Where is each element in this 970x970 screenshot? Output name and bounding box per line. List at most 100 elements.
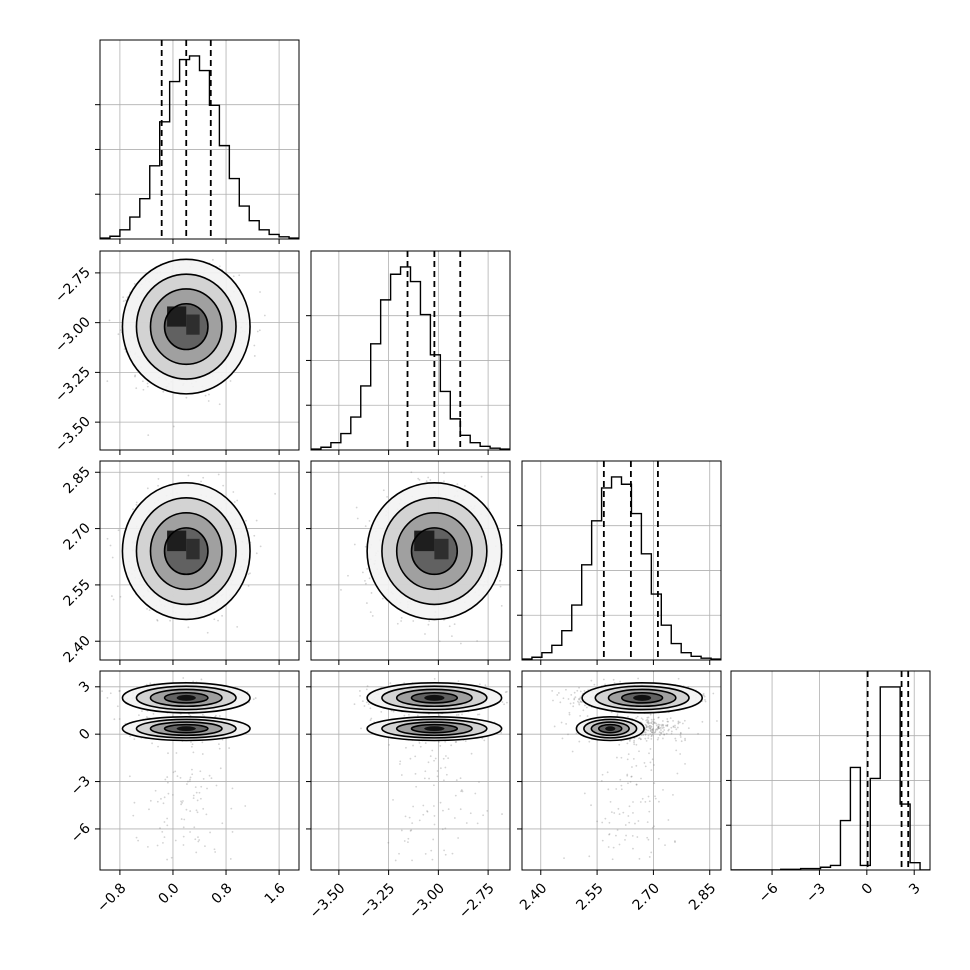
contour-1.5-sigma <box>583 718 638 739</box>
x-tick-label: −2.75 <box>456 880 498 922</box>
contour-1-sigma <box>395 512 473 591</box>
x-tick-label: 2.55 <box>573 880 606 913</box>
contour-1.5-sigma <box>381 685 488 711</box>
panel-frame <box>521 460 722 661</box>
x-tick-label: 0.8 <box>209 880 236 907</box>
panel-3-0: −0.8 0.0 0.8 1.6 −6 −3 0 3 <box>68 670 300 916</box>
y-tick-label: −3 <box>68 773 94 799</box>
contour-0.5-sigma <box>163 691 209 704</box>
x-tick-label: 2.85 <box>686 880 719 913</box>
panel-frame <box>99 250 300 451</box>
density-peak <box>633 694 652 701</box>
panel-frame <box>99 39 300 240</box>
y-tick-label: −3.50 <box>52 414 94 456</box>
contour-0.5-sigma <box>410 723 459 734</box>
y-tick-label: 2.40 <box>60 633 93 666</box>
panel-frame <box>521 670 722 871</box>
contour-1.5-sigma <box>381 497 488 606</box>
y-tick-label: 0 <box>76 726 94 744</box>
panel-frame <box>730 670 931 871</box>
panel-frame <box>310 670 511 871</box>
x-tick-label: −3.25 <box>357 880 399 922</box>
histogram-1 <box>311 266 510 450</box>
panel-0-0 <box>95 39 300 244</box>
x-tick-label: 0.0 <box>156 880 183 907</box>
contour-2-sigma <box>366 481 503 621</box>
contour-1.5-sigma <box>381 718 488 739</box>
histogram-0 <box>100 55 299 239</box>
contour-1.5-sigma <box>135 273 237 380</box>
contour-2-sigma <box>366 682 503 714</box>
grid <box>100 40 299 239</box>
y-tick-label: 2.70 <box>60 520 93 553</box>
contour-1-sigma <box>149 721 223 737</box>
density-peak <box>176 694 196 701</box>
contour-1-sigma <box>395 721 473 737</box>
panel-2-1 <box>306 460 511 665</box>
contour-1-sigma <box>149 688 223 708</box>
contour-1.5-sigma <box>594 685 690 711</box>
contour-0.5-sigma <box>620 691 664 704</box>
density-peak <box>167 530 187 552</box>
density-peak <box>167 306 187 327</box>
contour-2-sigma <box>121 258 251 395</box>
contour-1-sigma <box>395 688 473 708</box>
y-tick-label: −3.25 <box>52 364 94 406</box>
grid <box>522 461 721 660</box>
density-peak <box>414 530 435 552</box>
contour-0.5-sigma <box>163 527 209 576</box>
y-tick-label: −6 <box>68 820 94 846</box>
density-peak <box>424 726 445 732</box>
contour-2-sigma <box>121 481 251 621</box>
contour-1.5-sigma <box>135 497 237 606</box>
panel-3-2: 2.40 2.55 2.70 2.85 <box>517 670 722 914</box>
contour-1.5-sigma <box>135 685 237 711</box>
contour-1-sigma <box>607 688 677 708</box>
contour-2-sigma <box>366 716 503 742</box>
x-tick-label: −0.8 <box>94 880 129 915</box>
contour-2-sigma <box>581 682 704 714</box>
density-peak <box>186 538 200 560</box>
panel-3-1: −3.50 −3.25 −3.00 −2.75 <box>306 670 511 922</box>
y-tick-label: 2.55 <box>60 576 93 609</box>
density-peak <box>434 538 449 560</box>
x-tick-label: 2.40 <box>517 880 550 913</box>
contour-0.5-sigma <box>410 691 459 704</box>
y-tick-label: −2.75 <box>52 264 94 306</box>
panel-1-0: −3.50 −3.25 −3.00 −2.75 <box>52 250 300 456</box>
y-tick-label: −3.00 <box>52 314 94 356</box>
density-peak <box>186 314 200 335</box>
contour-0.5-sigma <box>163 723 209 734</box>
panel-2-0: 2.40 2.55 2.70 2.85 <box>60 460 300 666</box>
contour-2-sigma <box>121 716 251 742</box>
panel-frame <box>310 250 511 451</box>
contour-2-sigma <box>121 682 251 714</box>
panel-frame <box>99 670 300 871</box>
histogram-3 <box>731 686 930 870</box>
contour-1.5-sigma <box>135 718 237 739</box>
contour-1-sigma <box>590 721 630 737</box>
contour-0.5-sigma <box>163 302 209 351</box>
grid <box>311 251 510 450</box>
density-peak <box>605 726 616 732</box>
y-tick-label: 3 <box>76 678 94 696</box>
panel-frame <box>310 460 511 661</box>
x-tick-label: 2.70 <box>630 880 663 913</box>
x-tick-label: 0 <box>859 880 877 898</box>
contour-0.5-sigma <box>410 527 459 576</box>
density-peak <box>424 694 445 701</box>
contour-2-sigma <box>575 716 645 742</box>
x-tick-label: −3.50 <box>307 880 349 922</box>
x-tick-label: −3.00 <box>406 880 448 922</box>
histogram-2 <box>522 476 721 660</box>
panel-frame <box>99 460 300 661</box>
x-tick-label: −3 <box>803 880 829 906</box>
contour-1-sigma <box>149 288 223 366</box>
x-tick-label: 3 <box>906 880 924 898</box>
panel-2-2 <box>517 460 722 665</box>
x-tick-label: −6 <box>756 880 782 906</box>
panel-1-1 <box>306 250 511 455</box>
y-tick-label: 2.85 <box>60 464 93 497</box>
x-tick-label: 1.6 <box>262 880 289 907</box>
